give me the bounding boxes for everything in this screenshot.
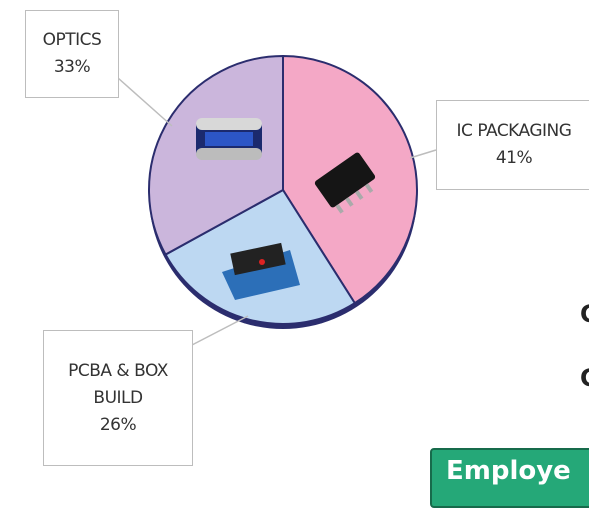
cropped-text: C (580, 300, 589, 328)
callout: OPTICS 33% (25, 10, 119, 98)
callout: PCBA & BOX BUILD 26% (43, 330, 193, 466)
category-label: IC PACKAGING (456, 121, 572, 141)
leaders (117, 77, 437, 346)
value-label: 26% (99, 414, 137, 435)
green-button: Employe (430, 448, 589, 508)
lens-icon (196, 118, 262, 160)
callout: IC PACKAGING 41% (436, 100, 589, 190)
category-label: PCBA & BOX BUILD (68, 360, 168, 408)
value-label: 33% (53, 57, 91, 77)
leader-line (117, 77, 173, 127)
leader-line (409, 149, 437, 159)
category-label: OPTICS (42, 30, 102, 50)
pcba-icon (222, 242, 300, 300)
value-label: 41% (495, 148, 533, 168)
chart (117, 54, 437, 346)
leader-line (191, 315, 249, 346)
cropped-text: C (580, 364, 589, 392)
page: OPTICS 33% IC PACKAGING 41% PCBA & BOX B… (25, 10, 589, 508)
chip-icon (314, 152, 376, 214)
